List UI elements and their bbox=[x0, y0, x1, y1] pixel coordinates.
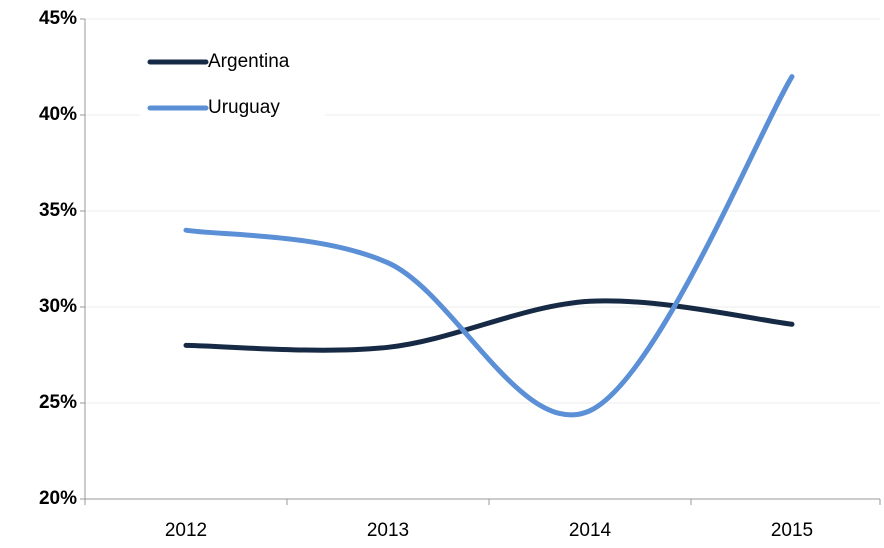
x-tick-label: 2012 bbox=[165, 520, 207, 541]
y-tick-label: 40% bbox=[39, 104, 77, 125]
series-line bbox=[183, 298, 795, 353]
legend-label: Uruguay bbox=[208, 97, 280, 118]
y-tick-label: 20% bbox=[39, 488, 77, 509]
y-tick-label: 35% bbox=[39, 200, 77, 221]
series-line bbox=[183, 74, 795, 418]
x-tick-label: 2015 bbox=[771, 520, 813, 541]
y-tick-label: 25% bbox=[39, 392, 77, 413]
legend-label: Argentina bbox=[208, 51, 290, 72]
y-tick-label: 45% bbox=[39, 8, 77, 29]
x-tick-label: 2013 bbox=[367, 520, 409, 541]
y-tick-label: 30% bbox=[39, 296, 77, 317]
x-tick-label: 2014 bbox=[569, 520, 612, 541]
legend-box bbox=[140, 38, 325, 126]
